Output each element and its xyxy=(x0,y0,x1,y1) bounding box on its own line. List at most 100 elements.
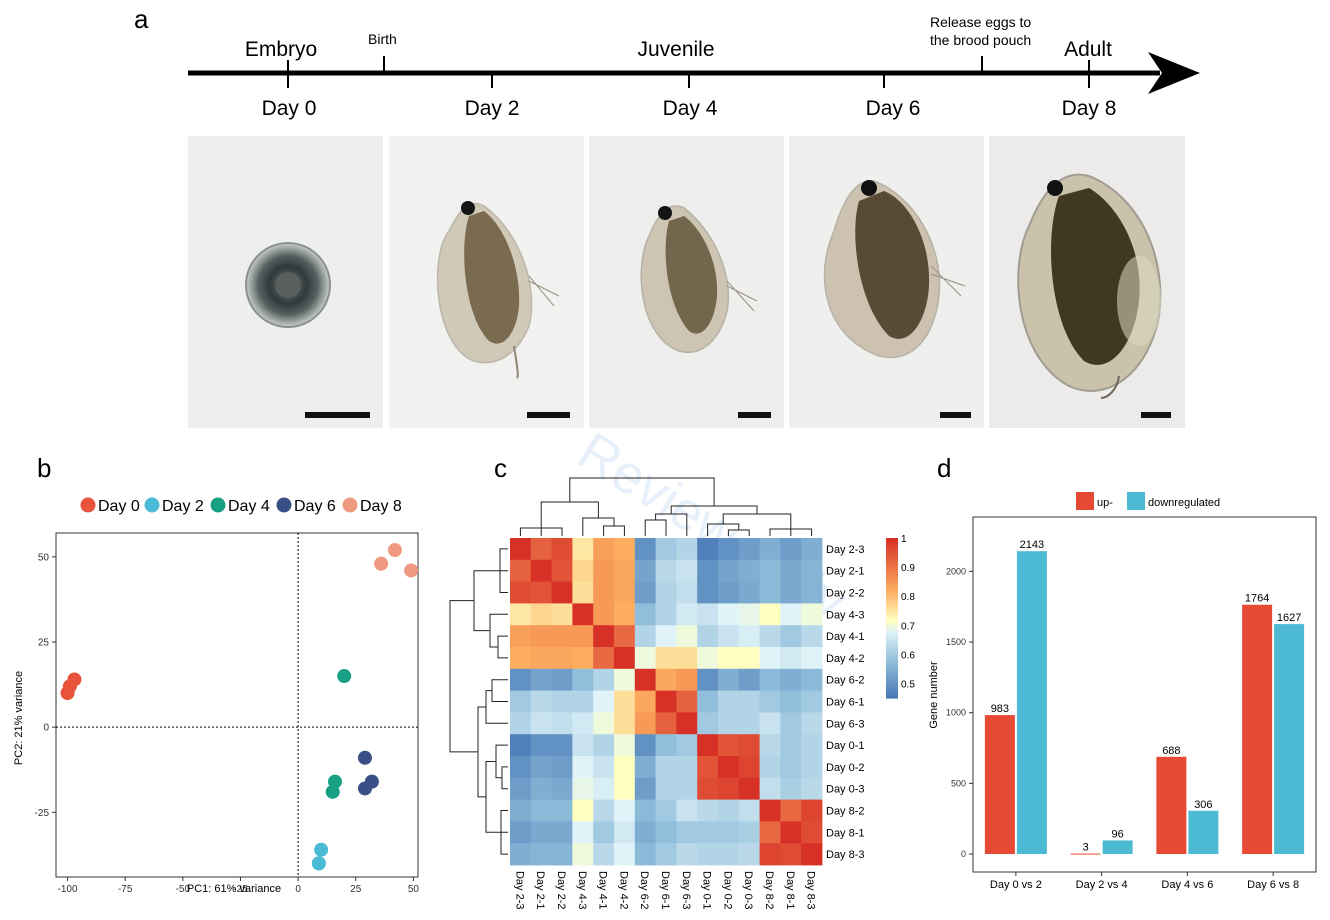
row-label: Day 8-1 xyxy=(826,827,865,839)
heatmap-cell xyxy=(614,734,636,757)
column-label: Day 8-2 xyxy=(763,871,775,910)
pca-point xyxy=(325,784,340,799)
heatmap-cell xyxy=(510,799,532,822)
heatmap-cell xyxy=(551,690,573,713)
colorbar-swatch xyxy=(886,664,898,667)
heatmap-cell xyxy=(759,734,781,757)
colorbar-swatch xyxy=(886,538,898,541)
heatmap-cell xyxy=(780,843,802,866)
heatmap-cell xyxy=(551,756,573,779)
row-label: Day 2-2 xyxy=(826,588,865,600)
colorbar-swatch xyxy=(886,558,898,561)
bar-value-label: 1764 xyxy=(1245,593,1269,605)
heatmap-cell xyxy=(697,603,719,626)
heatmap-cell xyxy=(780,538,802,561)
column-label: Day 0-1 xyxy=(701,871,713,910)
heatmap-cell xyxy=(738,603,760,626)
legend-label: Day 8 xyxy=(360,498,402,515)
heatmap-cell xyxy=(572,777,594,800)
heatmap-cell xyxy=(551,647,573,670)
dendrogram-link xyxy=(491,679,508,702)
heatmap-cell xyxy=(614,690,636,713)
colorbar-swatch xyxy=(886,606,898,609)
heatmap-cell xyxy=(593,559,615,582)
heatmap-cell xyxy=(634,712,656,735)
legend-marker xyxy=(80,497,96,513)
heatmap-cell xyxy=(572,603,594,626)
row-label: Day 8-2 xyxy=(826,806,865,818)
heatmap-cell xyxy=(780,734,802,757)
heatmap-cell xyxy=(655,690,677,713)
bar-value-label: 306 xyxy=(1194,799,1212,811)
column-label: Day 2-1 xyxy=(534,871,546,910)
y-tick-label: 0 xyxy=(961,849,966,859)
heatmap-cell xyxy=(718,647,740,670)
y-tick-label: 500 xyxy=(951,778,966,788)
heatmap-cell xyxy=(801,625,823,648)
heatmap-cell xyxy=(697,690,719,713)
row-label: Day 0-1 xyxy=(826,740,865,752)
colorbar-swatch xyxy=(886,592,898,595)
heatmap-cell xyxy=(738,668,760,691)
row-label: Day 2-1 xyxy=(826,566,865,578)
heatmap-cell xyxy=(738,538,760,561)
bar-value-label: 1627 xyxy=(1277,612,1301,624)
colorbar-tick-label: 1 xyxy=(901,534,907,545)
colorbar-swatch xyxy=(886,614,898,617)
dendrogram-link xyxy=(501,766,508,790)
heatmap-cell xyxy=(614,756,636,779)
heatmap-cell xyxy=(738,821,760,844)
day-label-8: Day 8 xyxy=(1061,97,1117,120)
row-label: Day 4-3 xyxy=(826,609,865,621)
heatmap-cell xyxy=(510,581,532,604)
heatmap-cell xyxy=(655,647,677,670)
heatmap-cell xyxy=(572,843,594,866)
heatmap-cell xyxy=(676,799,698,822)
heatmap-cell xyxy=(780,799,802,822)
heatmap-cell xyxy=(780,668,802,691)
heatmap-cell xyxy=(530,668,552,691)
heatmap-cell xyxy=(759,538,781,561)
heatmap-cell xyxy=(551,843,573,866)
legend-swatch xyxy=(1127,492,1145,510)
heatmap-cell xyxy=(510,843,532,866)
x-tick-label: -50 xyxy=(176,884,191,895)
heatmap-cell xyxy=(572,712,594,735)
stage-adult: Adult xyxy=(1064,38,1112,61)
pca-point xyxy=(357,781,372,796)
colorbar-swatch xyxy=(886,542,898,545)
heatmap-cell xyxy=(718,690,740,713)
colorbar-swatch xyxy=(886,662,898,665)
x-tick-label: -75 xyxy=(118,884,133,895)
colorbar-swatch xyxy=(886,672,898,675)
heatmap-cell xyxy=(551,538,573,561)
heatmap-cell xyxy=(510,668,532,691)
heatmap-cell xyxy=(697,734,719,757)
heatmap-cell xyxy=(676,668,698,691)
heatmap-cell xyxy=(676,821,698,844)
photo-day2-juvenile xyxy=(389,136,584,428)
heatmap-cell xyxy=(655,843,677,866)
heatmap-cell xyxy=(614,821,636,844)
colorbar-swatch xyxy=(886,616,898,619)
heatmap-cell xyxy=(718,734,740,757)
colorbar-swatch xyxy=(886,628,898,631)
heatmap-cell xyxy=(593,690,615,713)
scale-bar xyxy=(1141,412,1171,418)
heatmap-cell xyxy=(697,821,719,844)
colorbar-swatch xyxy=(886,572,898,575)
colorbar-swatch xyxy=(886,552,898,555)
legend-label: up- xyxy=(1097,497,1113,509)
heatmap-cell xyxy=(655,734,677,757)
x-tick-label: -25 xyxy=(233,884,248,895)
colorbar-swatch xyxy=(886,640,898,643)
heatmap-cell xyxy=(634,799,656,822)
heatmap-cell xyxy=(801,843,823,866)
bar-y-axis-label: Gene number xyxy=(928,661,940,729)
heatmap-cell xyxy=(718,843,740,866)
colorbar-swatch xyxy=(886,690,898,693)
heatmap-cell xyxy=(634,625,656,648)
heatmap-cell xyxy=(614,799,636,822)
heatmap-cell xyxy=(572,559,594,582)
heatmap-cell xyxy=(697,668,719,691)
